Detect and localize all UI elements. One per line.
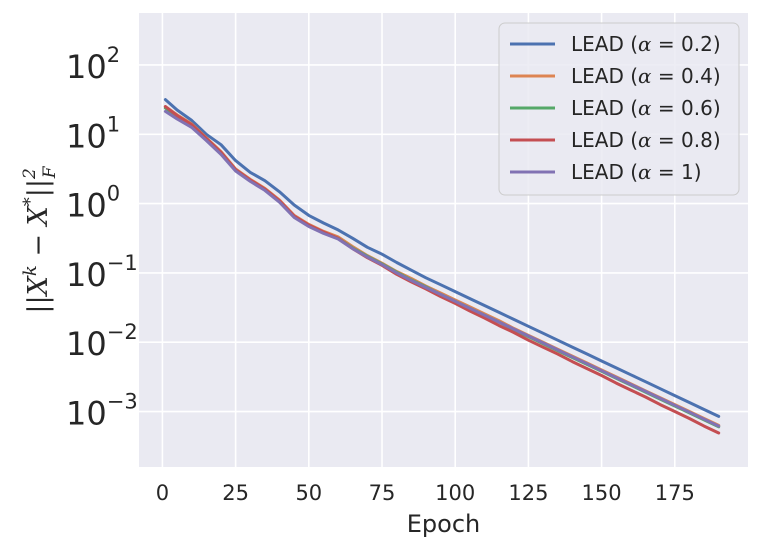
legend-label: LEAD (α = 0.8)	[571, 128, 721, 152]
y-tick-exponent: 2	[107, 43, 120, 67]
legend-label-alpha: α	[638, 64, 652, 88]
x-tick-label: 0	[156, 481, 169, 505]
y-axis-label: ||Xk − X*||2F	[20, 165, 60, 313]
y-label-k: k	[20, 265, 41, 276]
legend-label-prefix: LEAD (	[571, 32, 638, 56]
legend-label-prefix: LEAD (	[571, 128, 638, 152]
legend-label-suffix: = 0.8)	[652, 128, 721, 152]
y-tick-exponent: −1	[107, 251, 138, 275]
legend-label: LEAD (α = 0.4)	[571, 64, 721, 88]
series-lines	[163, 98, 721, 435]
x-tick-labels: 0 25 50 75 100 125 150 175	[156, 481, 695, 505]
legend-label-suffix: = 0.2)	[652, 32, 721, 56]
series-line	[163, 109, 721, 428]
x-tick-label: 150	[582, 481, 622, 505]
y-tick-exponent: 1	[107, 112, 120, 136]
x-tick-label: 25	[222, 481, 249, 505]
legend-label-alpha: α	[638, 160, 652, 184]
y-tick-label: 101	[66, 112, 120, 155]
y-tick-base: 10	[66, 325, 107, 363]
series-line	[163, 98, 721, 418]
x-tick-label: 100	[435, 481, 475, 505]
y-tick-label: 10−1	[66, 251, 138, 294]
y-label-minus: − X	[23, 204, 54, 265]
y-label-sub: F	[40, 165, 60, 179]
legend: LEAD (α = 0.2)LEAD (α = 0.4)LEAD (α = 0.…	[498, 22, 740, 196]
y-label-star: *	[20, 197, 41, 206]
y-tick-base: 10	[66, 117, 107, 155]
x-tick-label: 175	[655, 481, 695, 505]
legend-label-alpha: α	[638, 96, 652, 120]
legend-label-prefix: LEAD (	[571, 96, 638, 120]
legend-label-alpha: α	[638, 32, 652, 56]
y-tick-base: 10	[66, 48, 107, 86]
x-tick-label: 125	[508, 481, 548, 505]
legend-label-prefix: LEAD (	[571, 64, 638, 88]
legend-box	[498, 22, 740, 196]
y-tick-label: 102	[66, 43, 120, 86]
y-tick-base: 10	[66, 395, 107, 433]
y-tick-label: 100	[66, 182, 120, 225]
y-tick-exponent: −2	[107, 320, 138, 344]
y-tick-exponent: 0	[107, 182, 120, 206]
x-tick-label: 75	[369, 481, 396, 505]
y-tick-exponent: −3	[107, 390, 138, 414]
legend-label-suffix: = 0.6)	[652, 96, 721, 120]
legend-label: LEAD (α = 0.6)	[571, 96, 721, 120]
legend-label-alpha: α	[638, 128, 652, 152]
legend-label: LEAD (α = 0.2)	[571, 32, 721, 56]
y-label-open: ||X	[23, 274, 54, 313]
x-axis-label: Epoch	[407, 510, 481, 538]
legend-label-suffix: = 1)	[652, 160, 702, 184]
y-label-sup: 2	[20, 168, 40, 180]
y-tick-base: 10	[66, 187, 107, 225]
y-tick-base: 10	[66, 256, 107, 294]
y-label-close: ||	[23, 179, 54, 197]
legend-label: LEAD (α = 1)	[571, 160, 702, 184]
legend-label-suffix: = 0.4)	[652, 64, 721, 88]
legend-label-prefix: LEAD (	[571, 160, 638, 184]
x-tick-label: 50	[295, 481, 322, 505]
svg-text:||Xk − X*||2F: ||Xk − X*||2F	[20, 165, 60, 313]
y-tick-label: 10−2	[66, 320, 138, 363]
y-tick-label: 10−3	[66, 390, 138, 433]
